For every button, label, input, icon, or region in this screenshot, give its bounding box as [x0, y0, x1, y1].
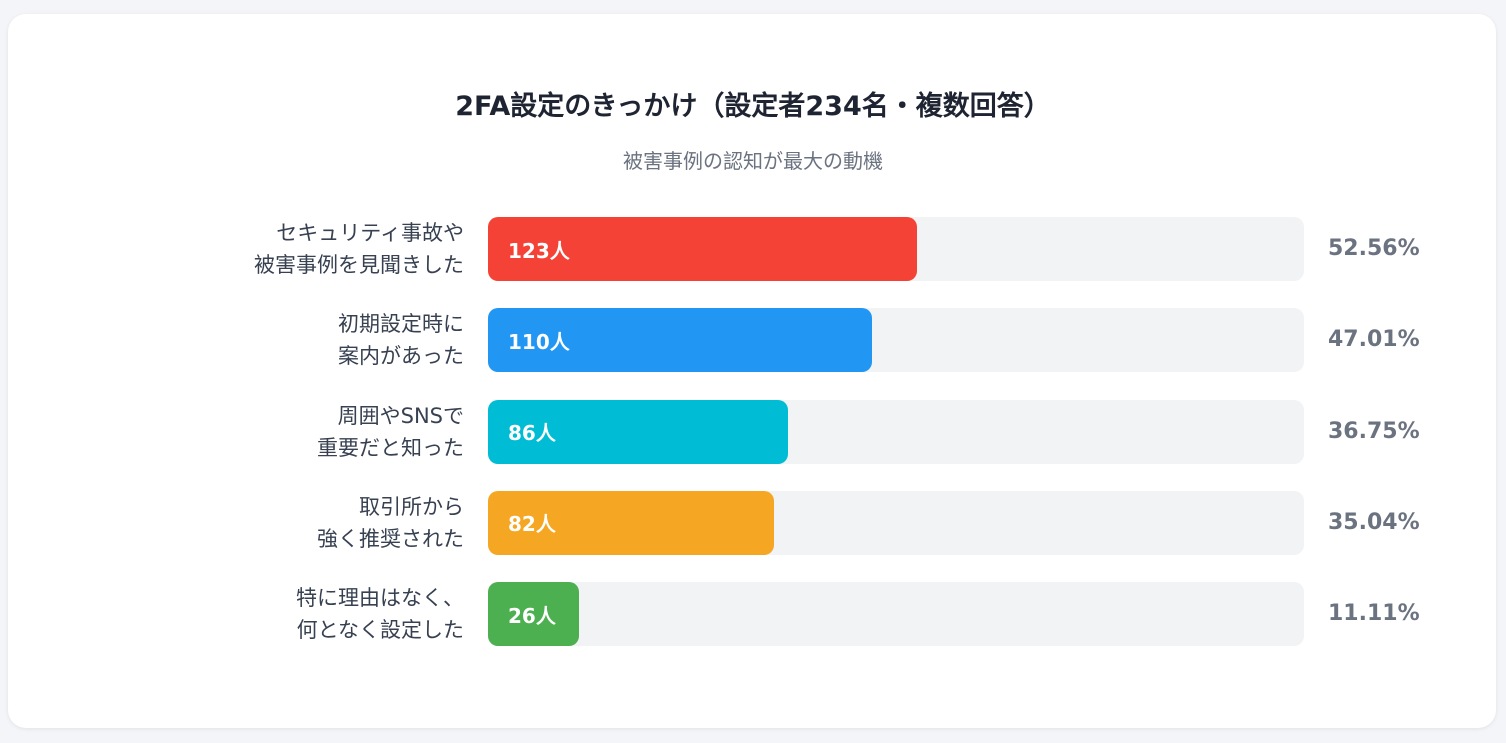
bar-count-label: 26人: [508, 603, 556, 628]
bar-row: 初期設定時に 案内があった 110人 47.01%: [0, 308, 1506, 373]
bar-fill: 110人: [488, 308, 872, 373]
bar-percent-label: 11.11%: [1328, 601, 1420, 626]
bar-count-label: 110人: [508, 329, 570, 354]
bar-label: 取引所から強く推奨された: [317, 491, 464, 555]
chart-subtitle: 被害事例の認知が最大の動機: [623, 149, 883, 173]
bar-label: 特に理由はなく、 何となく設定した: [296, 582, 464, 646]
bar-track: 86人: [488, 399, 1304, 464]
bar-count-label: 123人: [508, 238, 570, 263]
bar-fill: 123人: [488, 217, 917, 281]
bar-count-label: 82人: [508, 512, 556, 537]
bar-percent-label: 47.01%: [1328, 327, 1420, 353]
bar-percent-label: 52.56%: [1328, 236, 1420, 261]
bar-label-line: 案内があった: [338, 344, 464, 369]
bar-label-line: セキュリティ事故や: [276, 221, 464, 245]
bar-label-line: 重要だと知った: [317, 435, 464, 460]
bar-row: セキュリティ事故や被害事例を見聞きした 123人 52.56%: [0, 217, 1506, 281]
bar-count-label: 86人: [508, 421, 556, 445]
bar-label: 初期設定時に 案内があった: [338, 308, 464, 372]
bar-row: 特に理由はなく、 何となく設定した 26人 11.11%: [0, 582, 1506, 646]
bar-label: 周囲やSNSで重要だと知った: [317, 400, 464, 464]
chart-title: 2FA設定のきっかけ（設定者234名・複数回答）: [455, 91, 1051, 122]
bar-percent-label: 36.75%: [1328, 418, 1420, 444]
bar-track: 110人: [488, 308, 1304, 373]
bar-label-line: 初期設定時に: [338, 312, 464, 337]
bar-label-line: 被害事例を見聞きした: [254, 253, 464, 277]
bar-label-line: 取引所から: [359, 494, 464, 519]
bar-percent-label: 35.04%: [1328, 509, 1420, 535]
bar-label-line: 特に理由はなく、: [296, 586, 464, 610]
bar-fill: 82人: [488, 490, 774, 555]
bar-row: 取引所から強く推奨された 82人 35.04%: [0, 490, 1506, 555]
bar-label: セキュリティ事故や被害事例を見聞きした: [254, 217, 464, 281]
bar-track: 123人: [488, 217, 1304, 281]
bar-row: 周囲やSNSで重要だと知った 86人 36.75%: [0, 399, 1506, 464]
bar-fill: 86人: [488, 399, 788, 464]
bar-label-line: 何となく設定した: [296, 618, 464, 642]
bar-track: 26人: [488, 582, 1304, 646]
bar-label-line: 周囲やSNSで: [337, 403, 464, 428]
bar-fill: 26人: [488, 582, 579, 646]
bar-track: 82人: [488, 490, 1304, 555]
bar-label-line: 強く推奨された: [317, 526, 464, 551]
